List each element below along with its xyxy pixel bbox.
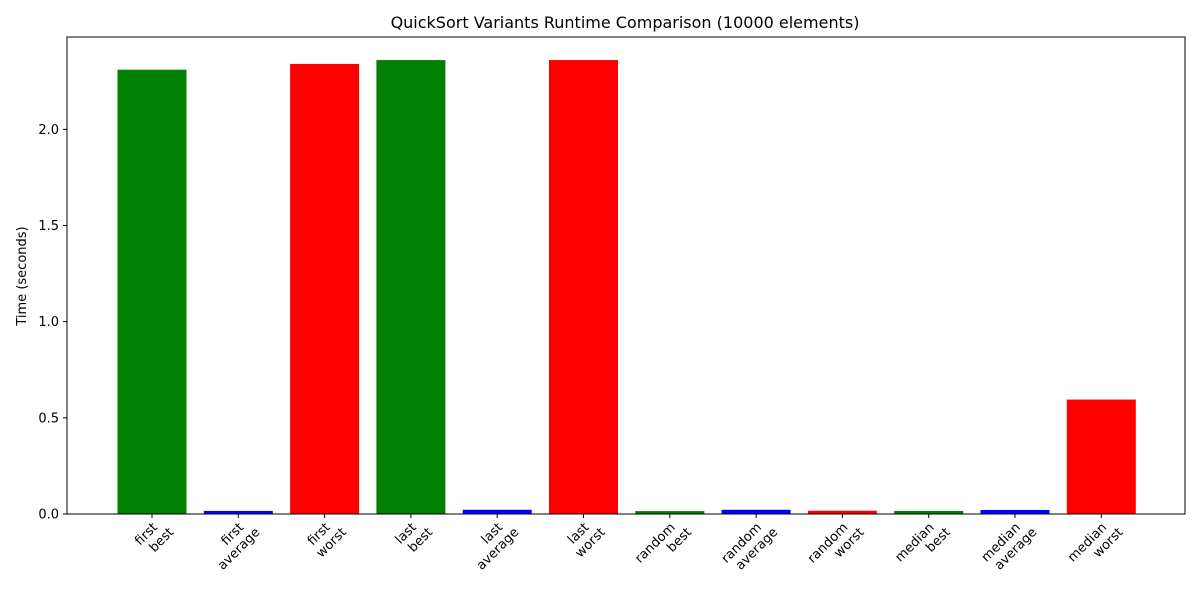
y-axis: 0.0 0.5 1.0 1.5 2.0: [38, 123, 67, 523]
x-tick-label: firstbest: [132, 515, 177, 560]
y-tick-label: 2.0: [38, 123, 59, 138]
y-tick-label: 0.5: [38, 411, 59, 426]
bar-random-average: [721, 509, 791, 514]
x-tick-label: lastbest: [393, 515, 436, 558]
bars-group: [117, 60, 1136, 515]
x-tick-label: medianworst: [1065, 515, 1126, 576]
x-tick-label: medianaverage: [979, 515, 1040, 576]
y-tick-label: 0.0: [38, 508, 59, 523]
x-tick-label: lastaverage: [463, 515, 522, 574]
bar-first-average: [203, 510, 273, 514]
bar-median-average: [980, 509, 1050, 514]
y-tick-label: 1.5: [38, 219, 59, 234]
bar-median-best: [894, 510, 964, 514]
bar-median-worst: [1066, 399, 1136, 514]
x-axis: firstbest firstaverage firstworst lastbest l…: [132, 514, 1126, 577]
y-axis-label: Time (seconds): [15, 226, 30, 326]
bar-first-best: [117, 69, 187, 515]
x-tick-label: medianbest: [892, 515, 953, 576]
x-tick-label: firstworst: [303, 515, 350, 562]
x-tick-label: firstaverage: [205, 515, 264, 574]
bar-last-average: [462, 509, 532, 514]
chart-title: QuickSort Variants Runtime Comparison (1…: [391, 13, 860, 32]
plot-frame: [66, 36, 1186, 515]
bar-last-worst: [549, 60, 618, 514]
x-tick-label: randomworst: [805, 515, 867, 577]
bar-first-worst: [290, 63, 360, 514]
y-tick-label: 1.0: [38, 315, 59, 330]
x-tick-label: randombest: [632, 515, 694, 577]
x-tick-label: randomaverage: [719, 515, 781, 577]
bar-random-best: [635, 511, 705, 514]
bar-random-worst: [807, 510, 877, 514]
bar-last-best: [376, 60, 446, 514]
x-tick-label: lastworst: [562, 515, 609, 562]
